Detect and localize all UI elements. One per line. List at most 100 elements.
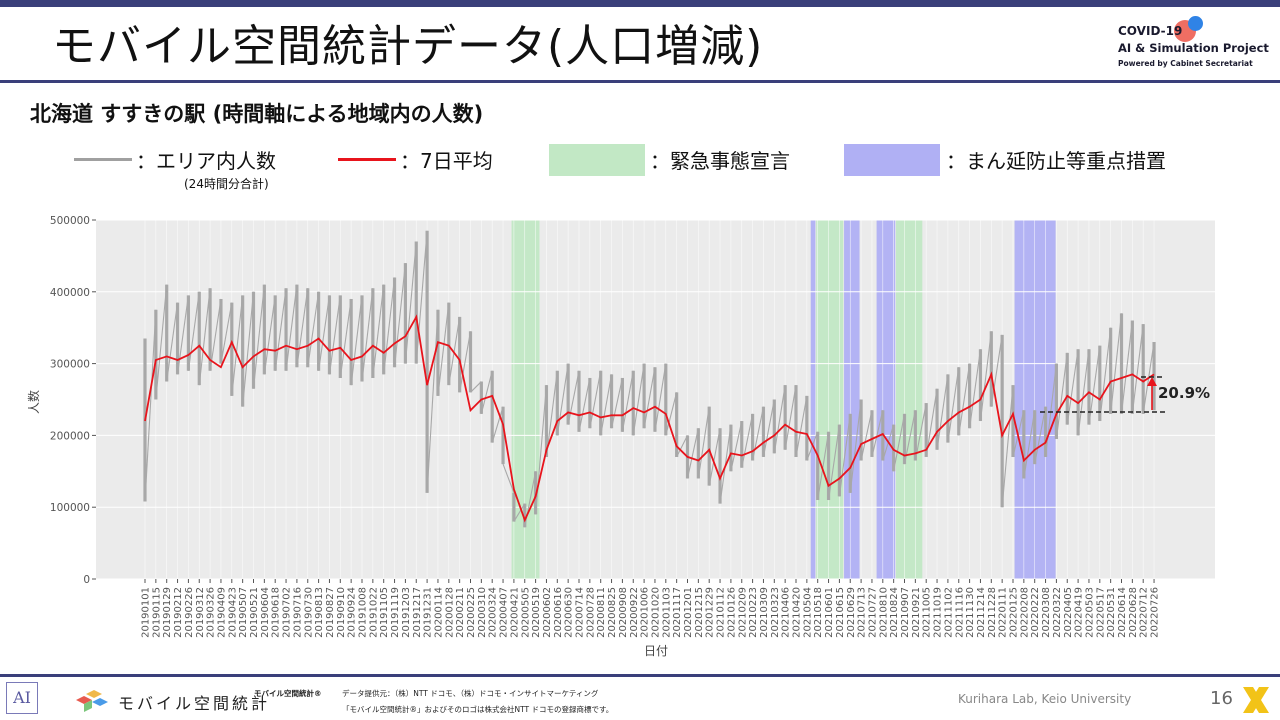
shaded-period-priority: [1014, 220, 1056, 579]
x-tick-label: 20191105: [379, 587, 390, 638]
daily-swing-line: [1131, 324, 1144, 414]
x-tick-label: 20210810: [878, 587, 889, 638]
change-annotation-label: 20.9%: [1158, 384, 1211, 402]
shaded-period-emergency: [895, 220, 923, 579]
daily-swing-line: [448, 316, 461, 386]
daily-swing-line: [437, 302, 450, 396]
x-tick-label: 20210713: [857, 587, 868, 638]
daily-swing-line: [632, 363, 645, 436]
x-tick-label: 20201117: [672, 587, 683, 638]
daily-swing-line: [665, 392, 678, 436]
daily-swing-line: [621, 370, 634, 432]
x-tick-label: 20211130: [965, 587, 976, 638]
title-divider: [0, 80, 1280, 83]
x-tick-label: 20220111: [998, 587, 1009, 638]
lab-ai-logo: AI: [6, 682, 38, 714]
x-tick-label: 20220308: [1041, 587, 1052, 638]
x-tick-label: 20190604: [260, 587, 271, 638]
daily-swing-line: [654, 363, 667, 432]
x-tick-label: 20200407: [499, 587, 510, 638]
x-tick-label: 20200114: [433, 587, 444, 638]
daily-swing-line: [318, 295, 330, 371]
legend-daily-label: ：エリア内人数: [136, 149, 276, 173]
x-tick-label: 20190618: [271, 587, 282, 638]
x-tick-label: 20220322: [1052, 587, 1063, 638]
x-axis-label: 日付: [644, 644, 668, 658]
logo-line-3: Powered by Cabinet Secretariat: [1118, 59, 1253, 68]
x-tick-label: 20190716: [292, 587, 303, 638]
daily-swing-line: [339, 298, 352, 379]
x-tick-label: 20220208: [1019, 587, 1030, 638]
daily-swing-line: [611, 377, 623, 429]
x-tick-label: 20220125: [1009, 587, 1020, 638]
logo-line-1: COVID-19: [1118, 24, 1183, 38]
legend-average-label: ：7日平均: [400, 149, 493, 173]
daily-swing-line: [556, 363, 569, 436]
x-tick-label: 20201215: [694, 587, 705, 638]
x-tick-label: 20211228: [987, 587, 998, 638]
daily-swing-line: [697, 406, 710, 479]
x-tick-label: 20190924: [347, 587, 358, 638]
daily-swing-line: [600, 374, 613, 436]
x-tick-label: 20200616: [553, 587, 564, 638]
daily-swing-line: [1055, 352, 1068, 440]
x-tick-label: 20190423: [227, 587, 238, 638]
legend-priority-swatch: [844, 144, 940, 176]
x-tick-label: 20210518: [813, 587, 824, 638]
daily-swing-line: [155, 284, 168, 400]
daily-swing-line: [860, 410, 873, 461]
y-tick-label: 0: [83, 574, 90, 586]
daily-swing-line: [1110, 313, 1123, 414]
x-tick-label: 20211005: [922, 587, 933, 638]
daily-swing-line: [394, 263, 406, 368]
x-tick-label: 20200519: [531, 587, 542, 638]
x-tick-label: 20200324: [488, 587, 499, 638]
x-tick-label: 20220531: [1106, 587, 1117, 638]
x-tick-label: 20190115: [151, 587, 162, 638]
x-tick-label: 20200505: [520, 587, 531, 638]
x-tick-label: 20210406: [781, 587, 792, 638]
x-tick-label: 20200211: [455, 587, 466, 638]
daily-swing-line: [773, 385, 786, 454]
y-tick-label: 400000: [50, 287, 90, 299]
annotation-arrow-head: [1147, 377, 1157, 386]
x-tick-label: 20211116: [954, 587, 965, 638]
y-axis-ticks: 0 100000 200000 300000 400000 500000: [50, 215, 96, 586]
x-tick-label: 20190730: [303, 587, 314, 638]
daily-swing-line: [383, 277, 396, 375]
x-tick-label: 20210601: [824, 587, 835, 638]
x-tick-label: 20190409: [216, 587, 227, 638]
x-tick-label: 20191217: [412, 587, 423, 638]
x-axis-ticks: 20190101 20190115 20190129 20190212 20190226…: [141, 579, 1161, 638]
x-tick-label: 20210223: [748, 587, 759, 638]
x-tick-label: 20211019: [933, 587, 944, 638]
daily-swing-line: [947, 367, 960, 443]
x-tick-label: 20210420: [792, 587, 803, 638]
daily-swing-line: [1023, 410, 1036, 479]
chart-subtitle: 北海道 すすきの駅 (時間軸による地域内の人数): [30, 102, 484, 126]
daily-swing-line: [979, 331, 992, 422]
page-title: モバイル空間統計データ(人口増減): [52, 21, 764, 72]
footer-data-source: データ提供元：（株）NTT ドコモ、（株）ドコモ・インサイトマーケティング: [342, 689, 599, 698]
daily-swing-line: [209, 298, 222, 371]
daily-swing-line: [578, 377, 591, 432]
legend-daily-swatch: [74, 158, 132, 161]
x-tick-label: 20210309: [759, 587, 770, 638]
daily-swing-line: [296, 288, 309, 368]
x-tick-label: 20191008: [358, 587, 369, 638]
x-tick-label: 20200908: [618, 587, 629, 638]
x-tick-label: 20210126: [726, 587, 737, 638]
x-tick-label: 20201020: [650, 587, 661, 638]
daily-swing-line: [491, 406, 504, 443]
x-tick-label: 20190702: [282, 587, 293, 638]
footer-brand-registered: モバイル空間統計®: [254, 689, 322, 698]
daily-swing-line: [328, 295, 341, 375]
footer-trademark-note: 「モバイル空間統計®」およびそのロゴは株式会社NTT ドコモの登録商標です。: [342, 705, 614, 714]
x-tick-label: 20210824: [889, 587, 900, 638]
y-axis-label: 人数: [26, 390, 41, 414]
daily-swing-line: [177, 295, 189, 375]
legend-daily-sublabel: (24時間分合計): [184, 177, 269, 191]
x-tick-label: 20220517: [1095, 587, 1106, 638]
daily-swing-line: [404, 241, 417, 364]
x-tick-label: 20200630: [564, 587, 575, 638]
